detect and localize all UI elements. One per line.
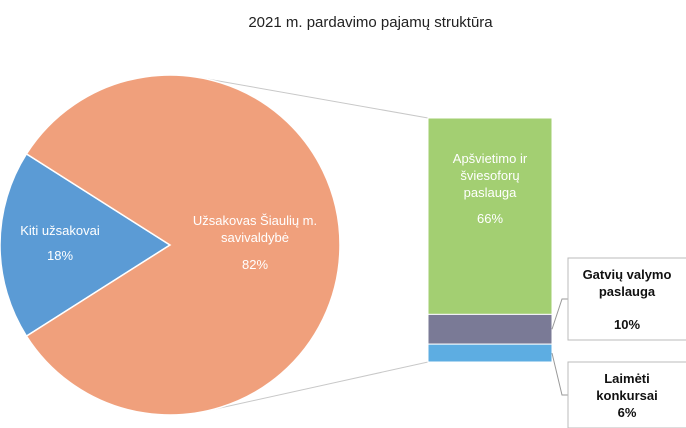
pie-value-label: 18% [46,248,74,263]
pie-label: Kiti užsakovai [20,223,100,238]
chart-title: 2021 m. pardavimo pajamų struktūra [248,14,493,31]
bar-value-label: 10% [613,317,641,332]
connector-line [199,77,429,119]
leader-line [551,352,568,396]
bar-segment [427,313,553,345]
bar-label: Laimėti konkursai [596,371,658,403]
bar-segment [427,117,553,315]
pie-value-label: 82% [241,257,269,272]
pie-slice [25,74,341,416]
bar-value-label: 66% [476,211,504,226]
pie-slice [0,152,172,338]
callout-box [567,257,686,341]
bar-label: Gatvių valymo paslauga [582,267,672,299]
bar-value-label: 6% [617,405,637,420]
pie-label: Užsakovas Šiaulių m. savivaldybė [192,213,318,245]
bar-segment [427,343,553,363]
callout-box [567,361,686,428]
leader-line [551,298,568,330]
connector-line [205,361,429,412]
bar-label: Apšvietimo ir šviesoforų paslauga [452,151,528,200]
